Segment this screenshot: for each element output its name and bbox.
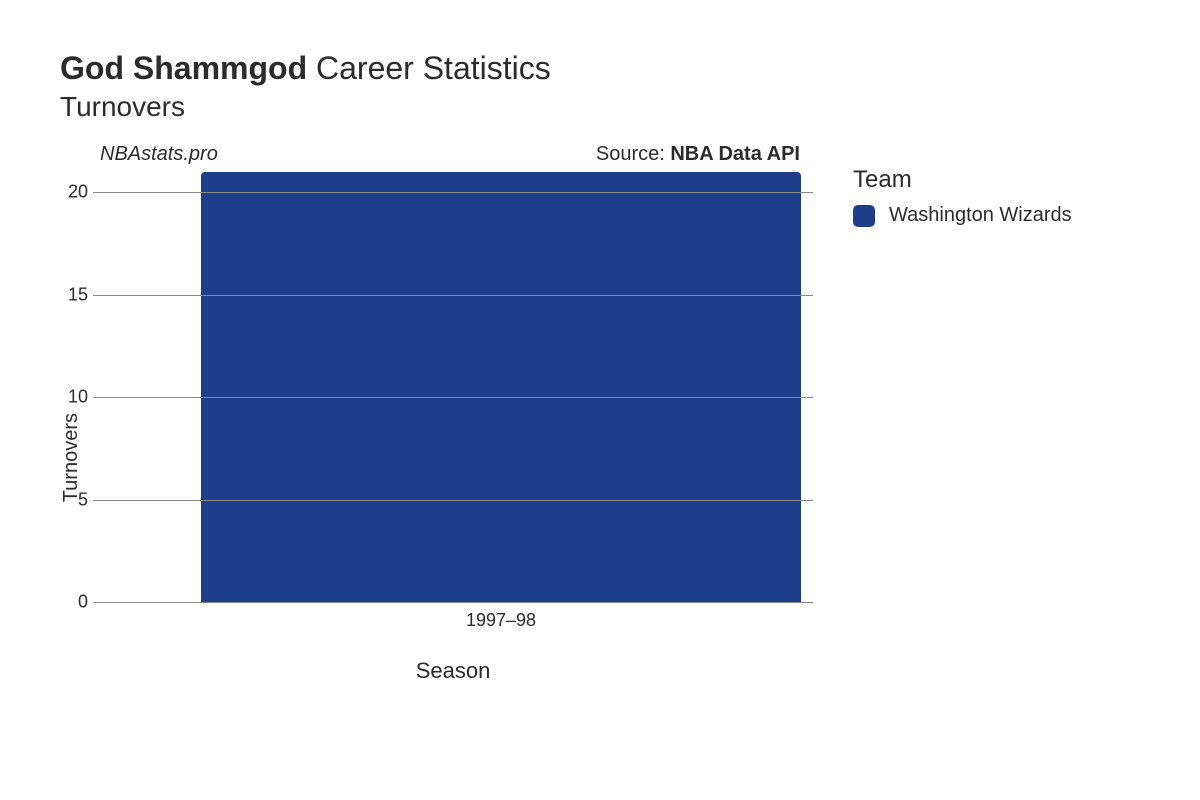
gridline [93,602,813,603]
player-name: God Shammgod [60,50,307,86]
chart-title-line1: God Shammgod Career Statistics [60,50,1140,87]
x-tick-row: 1997–98 [93,610,813,640]
source-name: NBA Data API [670,143,800,165]
gridline [93,397,813,398]
legend-label: Washington Wizards [889,204,1072,227]
y-tick: 5 [53,489,88,510]
legend: Team Washington Wizards [853,166,1072,227]
gridline [93,500,813,501]
y-tick: 15 [53,284,88,305]
source-label: Source: NBA Data API [596,143,800,166]
legend-swatch [853,205,875,227]
y-tick: 10 [53,387,88,408]
site-label: NBAstats.pro [100,143,218,166]
y-tick: 0 [53,592,88,613]
gridline [93,192,813,193]
y-axis-title: Turnovers [60,353,83,502]
title-suffix: Career Statistics [316,50,551,86]
meta-row: NBAstats.pro Source: NBA Data API [100,143,800,166]
legend-title: Team [853,166,1072,194]
gridline [93,295,813,296]
y-tick: 20 [53,182,88,203]
plot-area: 05101520 [93,172,813,602]
chart-inner [93,172,813,602]
bar [201,172,801,602]
source-prefix: Source: [596,143,670,165]
x-tick: 1997–98 [466,610,536,631]
legend-item: Washington Wizards [853,204,1072,227]
chart-title-line2: Turnovers [60,91,1140,123]
x-axis-title: Season [93,658,813,684]
